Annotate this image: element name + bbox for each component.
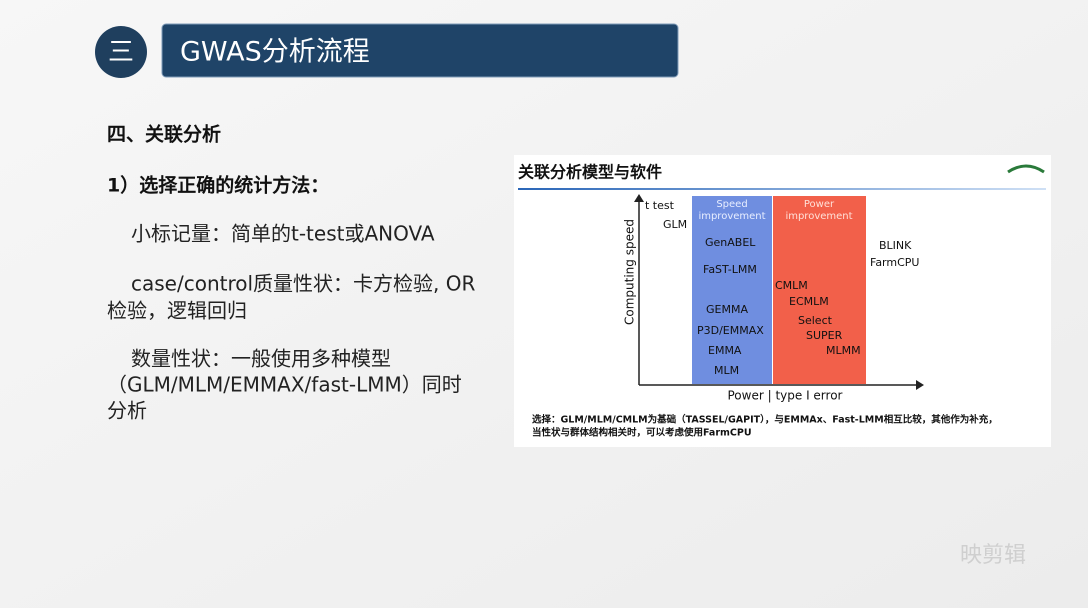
number-badge (95, 26, 147, 78)
figure-label: MLM (714, 364, 739, 377)
box-header: improvement (785, 211, 852, 222)
watermark: 映剪辑 (960, 543, 1026, 568)
item-line: case/control质量性状：卡方检验, OR (131, 272, 475, 296)
figure-label: P3D/EMMAX (697, 324, 764, 337)
figure-label: t test (645, 199, 675, 212)
item-line: 数量性状：一般使用多种模型 (131, 347, 391, 371)
subheading: 1）选择正确的统计方法： (107, 174, 329, 197)
caption: 选择：GLM/MLM/CMLM为基础（TASSEL/GAPIT），与EMMAx、… (532, 414, 998, 426)
figure-label: CMLM (775, 279, 808, 292)
figure-label: GenABEL (705, 236, 756, 249)
figure-label: GEMMA (706, 303, 748, 316)
figure-label: EMMA (708, 344, 742, 357)
title-underline (518, 188, 1046, 190)
figure-label: ECMLM (789, 295, 829, 308)
figure-label: Select (798, 314, 833, 327)
item-line: （GLM/MLM/EMMAX/fast-LMM）同时 (107, 373, 462, 397)
box-header: Speed (716, 199, 747, 210)
item-line: 检验，逻辑回归 (107, 299, 247, 323)
item-line: 分析 (107, 399, 147, 423)
figure-label: FaST-LMM (703, 263, 757, 276)
slide-title: GWAS分析流程 (180, 37, 370, 68)
title-bar (161, 23, 679, 78)
figure-label: BLINK (879, 239, 912, 252)
figure-label: MLMM (826, 344, 861, 357)
speed-box (692, 196, 772, 384)
logo (1007, 164, 1045, 174)
section-number: 三 (108, 38, 134, 68)
power-box (773, 196, 866, 384)
box-header: improvement (698, 211, 765, 222)
figure: 关联分析模型与软件 Computing speed Power | type I… (514, 155, 1051, 447)
caption: 当性状与群体结构相关时，可以考虑使用FarmCPU (532, 427, 752, 439)
y-label: Computing speed (623, 219, 637, 325)
item-line: 小标记量：简单的t-test或ANOVA (131, 222, 435, 246)
figure-label: FarmCPU (870, 256, 919, 269)
figure-title: 关联分析模型与软件 (518, 163, 662, 182)
section-heading: 四、关联分析 (107, 123, 221, 146)
box-header: Power (804, 199, 835, 210)
x-label: Power | type I error (728, 389, 843, 403)
figure-label: SUPER (806, 329, 843, 342)
figure-label: GLM (663, 218, 687, 231)
